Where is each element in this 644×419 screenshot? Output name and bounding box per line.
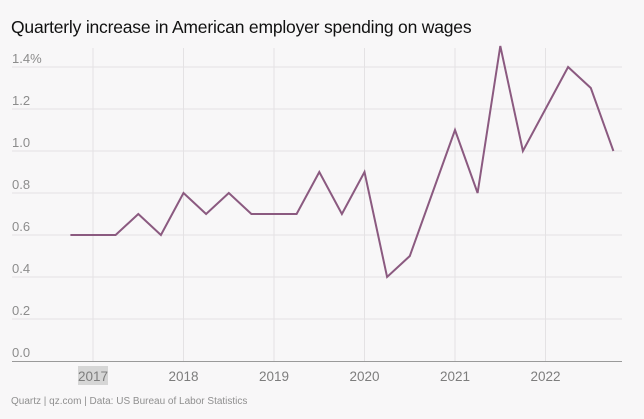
y-tick-label: 0.6 — [12, 219, 30, 234]
gridlines — [12, 48, 622, 361]
y-tick-label: 0.8 — [12, 177, 30, 192]
chart-title: Quarterly increase in American employer … — [11, 17, 472, 37]
source-footer: Quartz | qz.com | Data: US Bureau of Lab… — [11, 396, 248, 407]
x-tick-label: 2019 — [259, 369, 289, 384]
x-tick-label: 2018 — [168, 369, 198, 384]
y-tick-label: 1.4% — [12, 51, 42, 66]
x-tick-label: 2021 — [440, 369, 470, 384]
x-tick-label: 2022 — [530, 369, 560, 384]
y-tick-label: 1.2 — [12, 93, 30, 108]
y-tick-label: 0.0 — [12, 345, 30, 360]
y-tick-label: 0.2 — [12, 303, 30, 318]
x-axis-ticks: 2017 2018 2019 2020 2021 2022 — [78, 366, 561, 385]
series-group — [70, 45, 615, 279]
y-tick-label: 1.0 — [12, 135, 30, 150]
series-line — [70, 45, 615, 279]
x-tick-label: 2020 — [349, 369, 379, 384]
selection-highlight — [78, 366, 108, 385]
y-axis-ticks: 0.0 0.2 0.4 0.6 0.8 1.0 1.2 1.4% — [12, 51, 42, 360]
x-tick-label: 2017 — [78, 369, 108, 384]
y-tick-label: 0.4 — [12, 261, 30, 276]
